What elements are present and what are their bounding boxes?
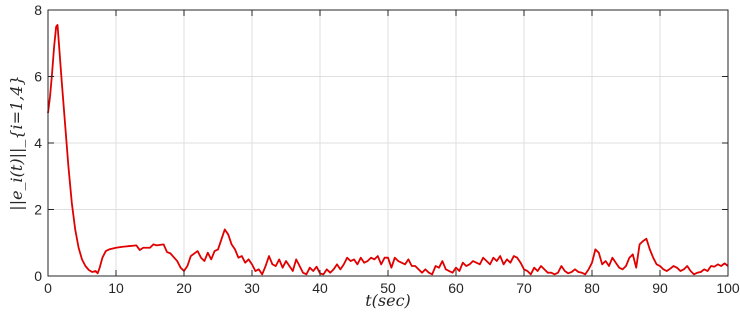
x-axis-label: t(sec) [365, 291, 411, 310]
x-tick-label: 80 [584, 280, 600, 296]
x-tick-label: 40 [312, 280, 328, 296]
series-line-1 [47, 24, 729, 276]
x-axis-ticks: 0 10 20 30 40 50 60 70 80 90 100 [44, 10, 740, 296]
x-tick-label: 100 [716, 280, 740, 296]
x-tick-label: 70 [516, 280, 532, 296]
x-tick-label: 10 [108, 280, 124, 296]
series-group [47, 24, 729, 276]
y-axis-ticks: 0 2 4 6 8 [34, 2, 728, 284]
y-tick-label: 6 [34, 69, 42, 85]
x-tick-label: 0 [44, 280, 52, 296]
y-tick-label: 4 [34, 135, 42, 151]
x-tick-label: 60 [448, 280, 464, 296]
x-tick-label: 90 [652, 280, 668, 296]
y-tick-label: 2 [34, 202, 42, 218]
x-tick-label: 50 [380, 280, 396, 296]
y-tick-label: 8 [34, 2, 42, 18]
y-axis-label: ||e_i(t)||_{i=1,4} [7, 75, 26, 210]
y-tick-label: 0 [34, 268, 42, 284]
x-tick-label: 20 [176, 280, 192, 296]
x-tick-label: 30 [244, 280, 260, 296]
